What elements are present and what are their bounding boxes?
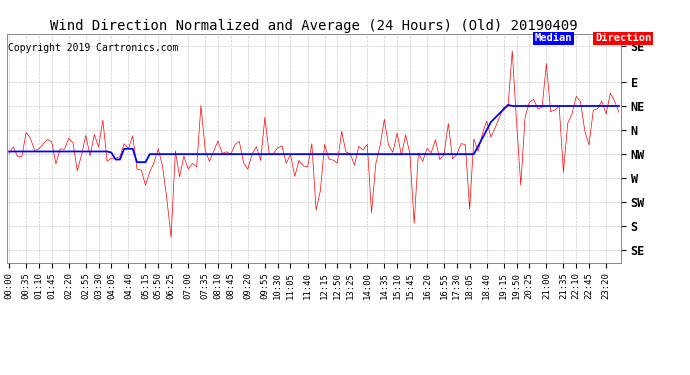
Text: Direction: Direction — [595, 33, 651, 43]
Text: Copyright 2019 Cartronics.com: Copyright 2019 Cartronics.com — [8, 43, 179, 52]
Text: Median: Median — [535, 33, 572, 43]
Title: Wind Direction Normalized and Average (24 Hours) (Old) 20190409: Wind Direction Normalized and Average (2… — [50, 19, 578, 33]
